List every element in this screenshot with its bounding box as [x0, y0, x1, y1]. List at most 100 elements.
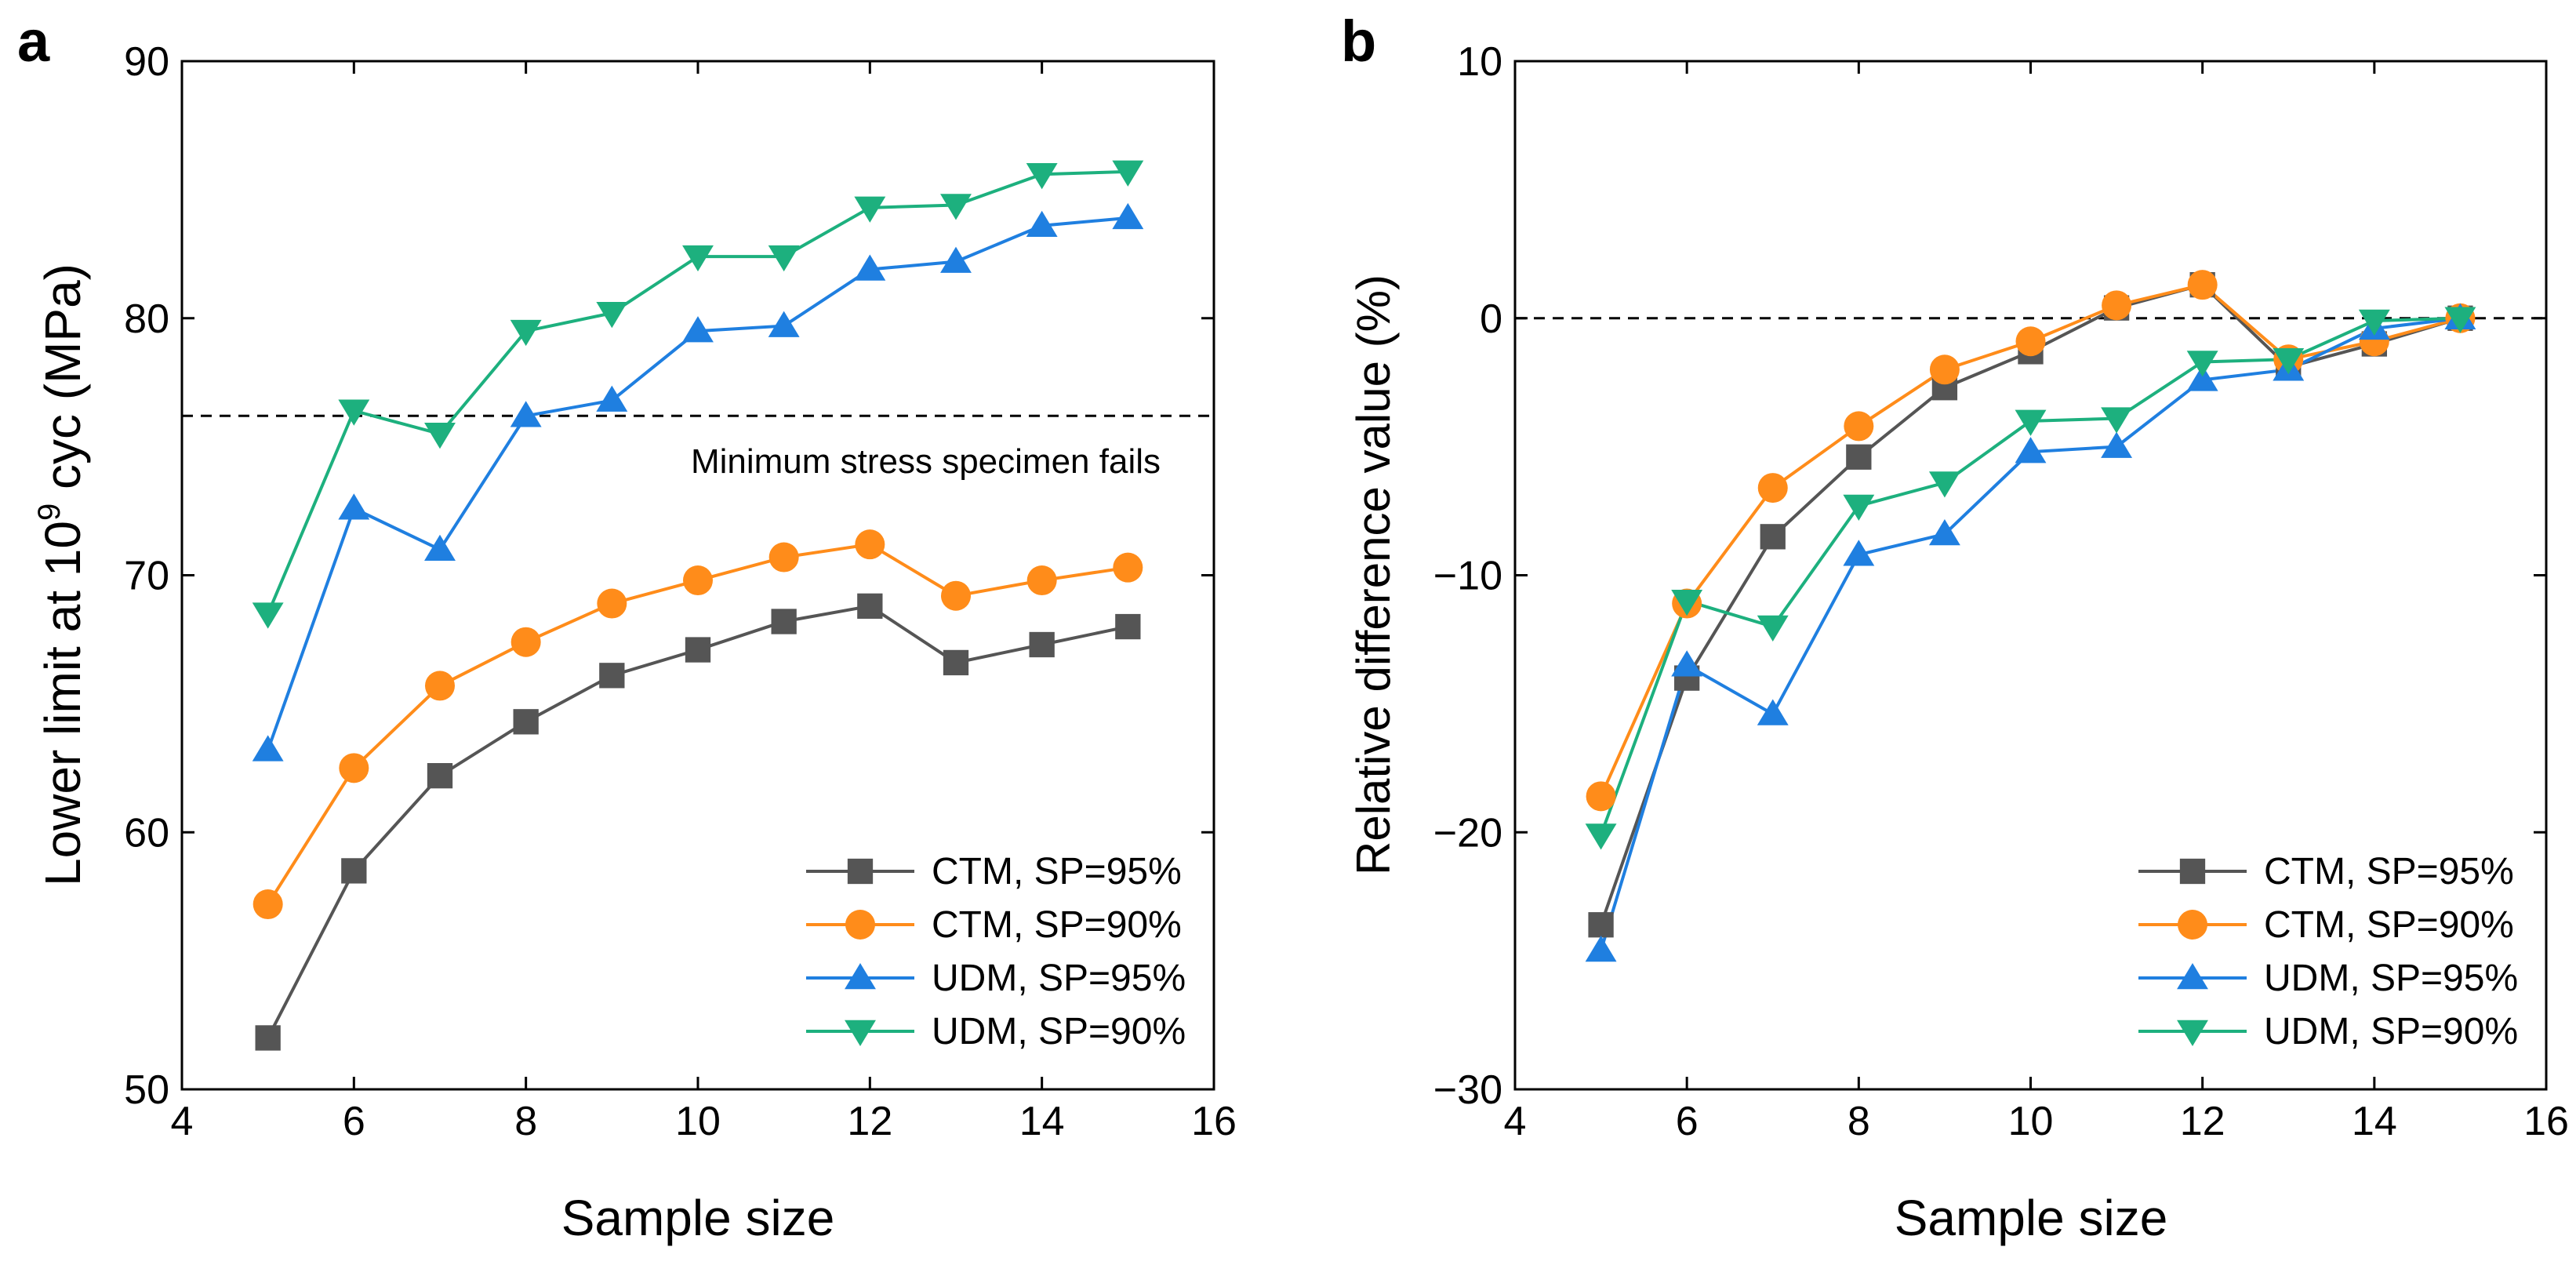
reference-line-annotation: Minimum stress specimen fails	[691, 442, 1161, 481]
legend-b: CTM, SP=95% CTM, SP=90% UDM, SP=95% UDM, SP…	[2138, 851, 2518, 1052]
series-a	[252, 160, 1144, 1051]
y-tick-label: 50	[124, 1067, 169, 1113]
data-point	[2101, 431, 2133, 458]
x-axis-label-a: Sample size	[561, 1190, 835, 1246]
y-axis-label-a: Lower limit at 109 cyc (MPa)	[32, 264, 91, 886]
data-point	[2015, 326, 2046, 357]
data-point	[252, 602, 284, 629]
data-point	[941, 580, 971, 611]
legend-label: UDM, SP=95%	[2264, 958, 2518, 999]
data-point	[1112, 160, 1144, 187]
ticks-a: 4 6 8 10 12 14 16 50 60 70 80 90	[124, 39, 1237, 1144]
data-point	[768, 311, 800, 337]
legend-label: CTM, SP=90%	[2264, 904, 2514, 946]
data-point	[1757, 699, 1789, 725]
data-point	[940, 194, 972, 220]
data-point	[1757, 615, 1789, 642]
data-point	[771, 609, 797, 634]
data-point	[768, 245, 800, 272]
data-point	[2273, 347, 2305, 375]
data-point	[854, 254, 886, 281]
data-point	[1846, 444, 1872, 470]
data-point	[513, 709, 539, 735]
data-point	[255, 1025, 281, 1051]
data-point	[1115, 613, 1141, 640]
legend-label: UDM, SP=90%	[932, 1011, 1186, 1052]
y-tick-label: −20	[1433, 810, 1502, 856]
data-point	[1928, 471, 1960, 498]
legend-marker	[845, 910, 875, 940]
data-point	[1026, 162, 1058, 190]
x-tick-label: 16	[2523, 1099, 2569, 1144]
data-point	[2444, 307, 2476, 333]
legend-label: UDM, SP=90%	[2264, 1011, 2518, 1052]
data-point	[510, 401, 542, 427]
y-tick-label: −30	[1433, 1067, 1502, 1113]
x-axis-label-b: Sample size	[1895, 1190, 2168, 1246]
y-tick-label: 0	[1480, 296, 1502, 342]
data-point	[1843, 540, 1875, 566]
legend-marker	[845, 963, 876, 990]
panel-a: a Minimum stress specimen fails 4 6 8 10 12 1…	[17, 9, 1237, 1246]
series-b	[1585, 270, 2476, 962]
x-tick-label: 6	[343, 1099, 365, 1144]
data-point	[1113, 552, 1143, 583]
data-point	[339, 753, 369, 783]
legend-label: CTM, SP=95%	[932, 851, 1182, 892]
data-point	[510, 319, 542, 347]
data-point	[252, 735, 284, 762]
y-tick-label: 70	[124, 554, 169, 599]
data-point	[425, 671, 455, 701]
legend-a: CTM, SP=95% CTM, SP=90% UDM, SP=95% UDM, SP…	[806, 851, 1186, 1052]
data-point	[682, 316, 714, 343]
x-tick-label: 4	[1504, 1099, 1527, 1144]
x-tick-label: 14	[2352, 1099, 2397, 1144]
data-point	[854, 196, 886, 223]
data-point	[855, 529, 885, 560]
x-tick-label: 8	[1848, 1099, 1870, 1144]
data-point	[2186, 365, 2218, 391]
legend-label: CTM, SP=95%	[2264, 851, 2514, 892]
legend-marker	[847, 858, 874, 885]
data-point	[943, 649, 969, 676]
x-tick-label: 12	[847, 1099, 892, 1144]
y-tick-label: −10	[1433, 554, 1502, 599]
data-point	[1026, 565, 1057, 596]
data-point	[1757, 473, 1788, 503]
ticks-b: 4 6 8 10 12 14 16 −30 −20 −10 0 10	[1433, 39, 2569, 1144]
data-point	[2186, 351, 2218, 377]
data-point	[424, 422, 456, 449]
legend-marker	[2179, 858, 2206, 885]
data-point	[338, 493, 370, 520]
legend-label: UDM, SP=95%	[932, 958, 1186, 999]
data-point	[1585, 823, 1617, 850]
data-point	[2102, 290, 2132, 321]
x-tick-label: 12	[2180, 1099, 2225, 1144]
data-point	[1586, 781, 1616, 812]
data-point	[768, 542, 799, 573]
data-point	[1929, 354, 1960, 385]
panel-b: b 4 6 8 10 12 14 16 −30 −20 −10 0 10 Sample size Re…	[1341, 9, 2569, 1246]
data-point	[2358, 309, 2390, 336]
data-point	[2101, 407, 2133, 434]
legend-marker	[2177, 963, 2208, 990]
data-point	[1029, 631, 1055, 658]
data-point	[682, 245, 714, 272]
x-tick-label: 14	[1019, 1099, 1065, 1144]
y-tick-label: 10	[1457, 39, 1502, 85]
data-point	[685, 637, 711, 663]
data-point	[683, 565, 713, 596]
legend-marker	[2177, 1020, 2208, 1046]
data-point	[2015, 409, 2047, 436]
data-point	[1112, 202, 1144, 230]
data-point	[2187, 270, 2218, 300]
data-point	[1671, 590, 1703, 616]
data-point	[599, 663, 625, 689]
data-point	[596, 301, 628, 329]
data-point	[1760, 524, 1786, 550]
data-point	[597, 588, 627, 619]
panel-letter-a: a	[17, 9, 50, 74]
data-point	[253, 889, 283, 920]
data-point	[1588, 912, 1614, 938]
